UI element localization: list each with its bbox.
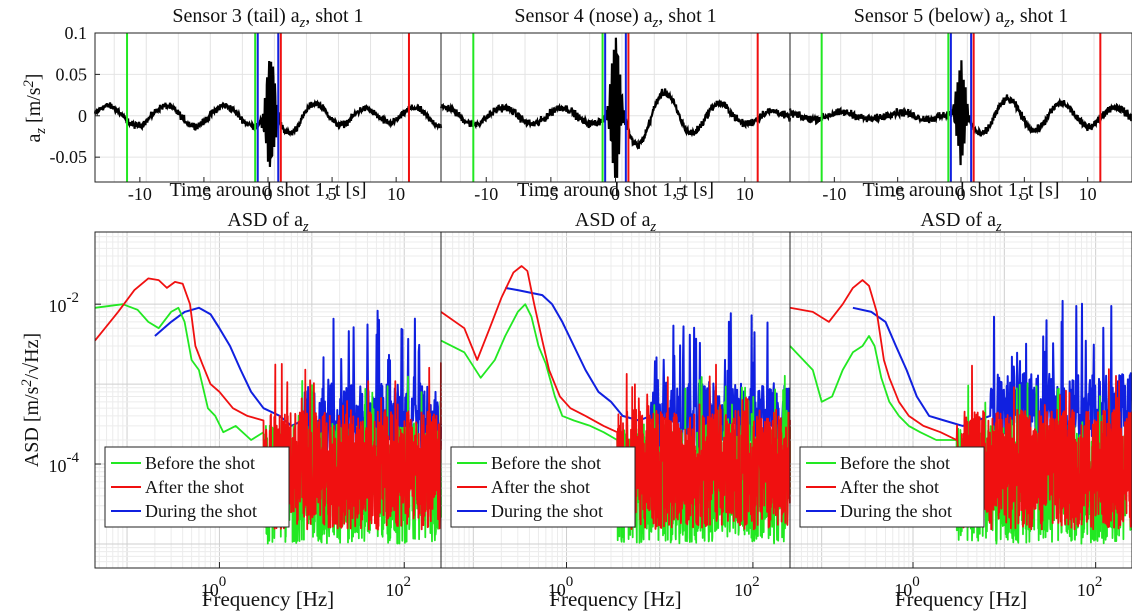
x-axis-label: Time around shot 1, t [s] [517, 179, 714, 201]
legend-label-during: During the shot [145, 501, 257, 521]
x-tick-label: 10 [387, 184, 405, 204]
x-tick-label: 10 [736, 184, 754, 204]
x-tick-label: 5 [1020, 184, 1029, 204]
x-tick-label: 10 [1079, 184, 1097, 204]
y-tick-label: 0 [78, 106, 87, 126]
legend-label-after: After the shot [840, 477, 939, 497]
legend-label-after: After the shot [491, 477, 590, 497]
x-tick-label: -5 [890, 184, 905, 204]
bottom-y-axis-label: ASD [m/s2​/√Hz] [19, 333, 43, 467]
x-tick-label: 102 [734, 574, 760, 600]
x-tick-label: 0 [264, 184, 273, 204]
time-panel-2: -10 -5 0 5 10 Sensor 4 (nose) az​, shot 1 Time… [439, 5, 792, 204]
legend: Before the shot After the shot During the … [104, 446, 290, 528]
x-tick-label: -5 [543, 184, 558, 204]
panel-title: ASD of az​ [227, 209, 309, 235]
x-tick-label: 5 [676, 184, 685, 204]
x-tick-label: -10 [128, 184, 152, 204]
y-tick-label: 10-2 [49, 290, 80, 316]
legend: Before the shot After the shot During the … [799, 446, 985, 528]
time-panel-1: -10 -5 0 5 10 0.1 0.05 0 -0.05 Sensor 3 (tail) az… [50, 5, 443, 204]
legend-label-during: During the shot [840, 501, 952, 521]
legend-label-during: During the shot [491, 501, 603, 521]
axes-frame [789, 231, 1132, 569]
x-axis-label: Frequency [Hz] [549, 587, 681, 611]
y-tick-label: 0.1 [65, 23, 88, 43]
legend-label-before: Before the shot [491, 453, 601, 473]
x-tick-label: -5 [196, 184, 211, 204]
panel-title: ASD of az​ [920, 209, 1002, 235]
y-tick-label: 10-4 [49, 450, 80, 476]
y-tick-label: -0.05 [50, 147, 88, 167]
panel-title: Sensor 4 (nose) az​, shot 1 [514, 5, 716, 31]
panel-title: Sensor 3 (tail) az​, shot 1 [172, 5, 363, 31]
time-panel-3: -10 -5 0 5 10 Sensor 5 (below) az​, shot 1 Tim… [788, 5, 1132, 204]
legend-label-before: Before the shot [145, 453, 255, 473]
top-y-axis-label: az​ [m/s2​] [21, 74, 49, 143]
x-tick-label: 5 [328, 184, 337, 204]
x-tick-label: 102 [1077, 574, 1103, 600]
x-axis-label: Time around shot 1, t [s] [862, 179, 1059, 201]
x-axis-label: Time around shot 1, t [s] [169, 179, 366, 201]
asd-series-after [94, 277, 442, 531]
panel-title: ASD of az​ [575, 209, 657, 235]
legend-label-before: Before the shot [840, 453, 950, 473]
x-axis-label: Frequency [Hz] [202, 587, 334, 611]
x-tick-label: -10 [822, 184, 846, 204]
x-axis-label: Frequency [Hz] [895, 587, 1027, 611]
y-tick-label: 0.05 [56, 64, 88, 84]
signal-trace [93, 60, 443, 167]
x-tick-label: 0 [957, 184, 966, 204]
x-tick-label: 0 [611, 184, 620, 204]
panel-title: Sensor 5 (below) az​, shot 1 [854, 5, 1068, 31]
legend-label-after: After the shot [145, 477, 244, 497]
asd-series-after [440, 265, 791, 531]
x-tick-label: -10 [474, 184, 498, 204]
signal-trace [788, 60, 1132, 166]
x-tick-label: 102 [385, 574, 411, 600]
signal-trace [439, 37, 792, 178]
legend: Before the shot After the shot During the … [450, 446, 636, 528]
